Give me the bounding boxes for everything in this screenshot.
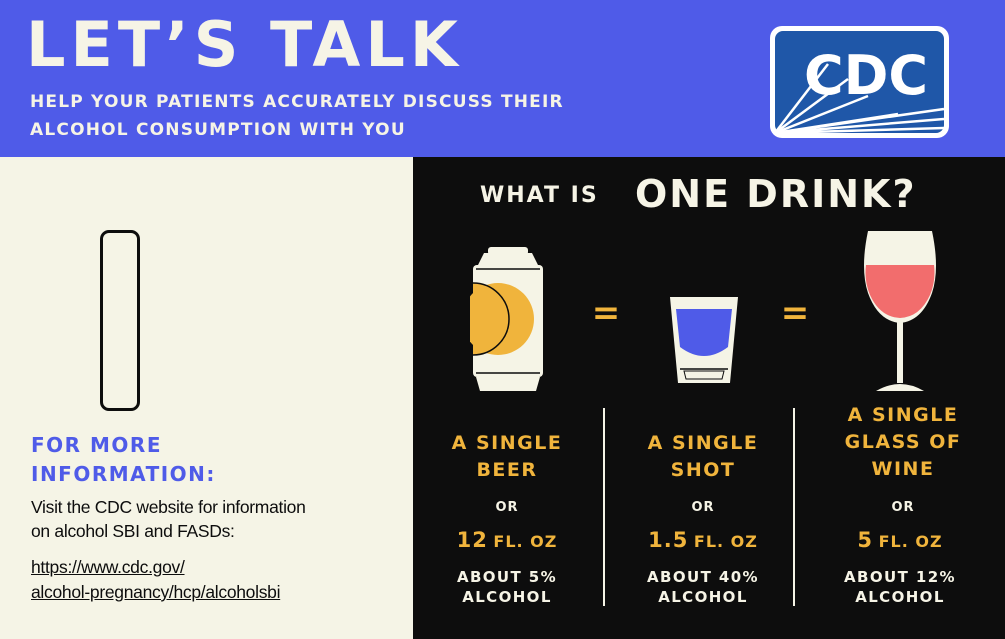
info-heading: FOR MORE INFORMATION: — [31, 431, 216, 489]
question-emphasis: ONE DRINK? — [635, 172, 917, 216]
percent-line: ABOUT 5% — [456, 568, 558, 586]
drink-name-line: GLASS OF — [844, 431, 962, 453]
drink-question: WHAT IS ONE DRINK? — [480, 172, 940, 222]
equals-sign: = — [591, 293, 621, 333]
drink-amount: 5 FL. OZ — [800, 528, 1000, 552]
column-divider — [603, 408, 605, 606]
logo-text: CDC — [804, 44, 928, 107]
alcohol-percent: ABOUT 5% ALCOHOL — [407, 567, 607, 607]
alcohol-percent: ABOUT 40% ALCOHOL — [603, 567, 803, 607]
amount-value: 12 — [456, 528, 488, 552]
amount-value: 5 — [857, 528, 874, 552]
alcohol-percent: ABOUT 12% ALCOHOL — [800, 567, 1000, 607]
drink-amount: 12 FL. OZ — [407, 528, 607, 552]
header-banner: LET’S TALK HELP YOUR PATIENTS ACCURATELY… — [0, 0, 1005, 157]
equals-sign: = — [780, 293, 810, 333]
percent-line: ALCOHOL — [462, 588, 552, 606]
question-prefix: WHAT IS — [480, 183, 599, 208]
percent-line: ALCOHOL — [658, 588, 748, 606]
or-label: OR — [691, 500, 715, 515]
percent-line: ABOUT 40% — [647, 568, 759, 586]
amount-unit: FL. OZ — [693, 532, 758, 551]
drink-name: A SINGLE GLASS OF WINE — [813, 402, 993, 483]
page-title: LET’S TALK — [26, 8, 463, 81]
drink-name-line: SHOT — [670, 459, 736, 481]
info-panel: FOR MORE INFORMATION: Visit the CDC webs… — [0, 157, 413, 639]
drink-name-line: WINE — [871, 458, 935, 480]
page-subtitle: HELP YOUR PATIENTS ACCURATELY DISCUSS TH… — [30, 88, 564, 144]
or-label: OR — [495, 500, 519, 515]
amount-unit: FL. OZ — [493, 532, 558, 551]
subtitle-line: HELP YOUR PATIENTS ACCURATELY DISCUSS TH… — [30, 92, 564, 112]
percent-line: ABOUT 12% — [844, 568, 956, 586]
cdc-logo: CDC — [770, 26, 949, 138]
info-text-line: Visit the CDC website for information — [31, 497, 306, 517]
or-label: OR — [891, 500, 915, 515]
shot-glass-icon — [670, 297, 738, 383]
column-divider — [793, 408, 795, 606]
wine-glass-icon — [864, 231, 936, 391]
drink-name: A SINGLE SHOT — [613, 430, 793, 484]
drink-name-line: A SINGLE — [647, 432, 759, 454]
drink-amount: 1.5 FL. OZ — [603, 528, 803, 552]
cdc-link-line[interactable]: https://www.cdc.gov/ — [31, 557, 185, 577]
info-heading-line: INFORMATION: — [31, 462, 216, 486]
beer-can-icon — [470, 247, 543, 391]
percent-line: ALCOHOL — [855, 588, 945, 606]
info-text-line: on alcohol SBI and FASDs: — [31, 521, 235, 541]
drink-name: A SINGLE BEER — [417, 430, 597, 484]
qr-code-placeholder — [100, 230, 140, 411]
cdc-link[interactable]: https://www.cdc.gov/ alcohol-pregnancy/h… — [31, 555, 280, 605]
drink-name-line: BEER — [476, 459, 538, 481]
drink-name-line: A SINGLE — [847, 404, 959, 426]
drink-name-line: A SINGLE — [451, 432, 563, 454]
info-heading-line: FOR MORE — [31, 433, 162, 457]
cdc-link-line[interactable]: alcohol-pregnancy/hcp/alcoholsbi — [31, 582, 281, 602]
amount-value: 1.5 — [648, 528, 689, 552]
info-text: Visit the CDC website for information on… — [31, 495, 401, 543]
subtitle-line: ALCOHOL CONSUMPTION WITH YOU — [30, 120, 406, 140]
amount-unit: FL. OZ — [878, 532, 943, 551]
